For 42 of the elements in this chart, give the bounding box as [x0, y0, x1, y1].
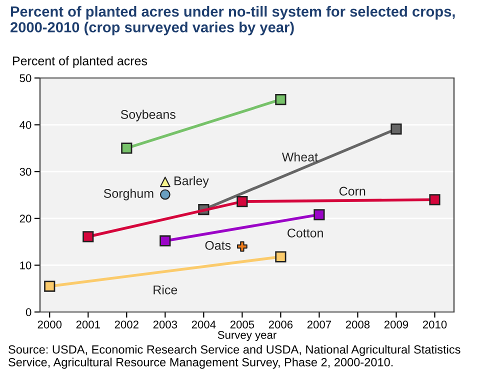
point — [390, 123, 402, 135]
x-tick-label: 2000 — [38, 320, 62, 328]
x-tick-label: 2007 — [307, 320, 332, 328]
x-tick-label: 2009 — [384, 320, 408, 328]
source-note: Source: USDA, Economic Research Service and USDA, National Agricultural Statistics Service, Agricultural Resource Management Survey, Phase 2, 2000-2010. — [8, 345, 460, 369]
series-label: Wheat — [282, 152, 318, 162]
series-label: Corn — [339, 186, 366, 196]
point — [82, 231, 94, 242]
y-tick-label: 0 — [26, 308, 32, 316]
point — [160, 189, 170, 200]
y-tick-label: 20 — [20, 214, 32, 223]
point — [160, 176, 170, 188]
x-tick-label: 2005 — [230, 320, 254, 328]
point — [275, 94, 286, 106]
x-tick-label: 2002 — [114, 320, 138, 328]
point — [44, 280, 56, 292]
point — [429, 194, 440, 206]
x-tick-label: 2001 — [76, 320, 100, 328]
x-tick-label: 2008 — [346, 320, 370, 328]
series-label: Barley — [174, 176, 209, 188]
point — [236, 241, 248, 252]
series-label: Rice — [154, 285, 178, 294]
point — [275, 251, 286, 262]
x-axis-title: Survey year — [218, 330, 276, 342]
series-label: Sorghum — [104, 188, 154, 200]
y-tick-label: 50 — [20, 74, 32, 82]
point — [314, 209, 325, 220]
y-tick-label: 30 — [20, 168, 32, 176]
point — [236, 196, 248, 208]
y-tick-label: 40 — [20, 121, 32, 129]
chart-title: Percent of planted acres under no-till system for selected crops, 2000-2010 (crop surveyed varies by year) — [10, 6, 455, 36]
point — [160, 235, 171, 246]
x-tick-label: 2010 — [422, 320, 447, 328]
x-tick-label: 2006 — [268, 320, 293, 328]
point — [121, 142, 132, 154]
y-axis-title: Percent of planted acres — [13, 56, 148, 68]
y-tick-label: 10 — [20, 261, 32, 270]
x-tick-label: 2003 — [153, 320, 178, 328]
series-label: Oats — [205, 240, 231, 250]
series-label: Soybeans — [120, 110, 176, 122]
series-label: Cotton — [288, 228, 323, 238]
x-tick-label: 2004 — [192, 320, 216, 328]
